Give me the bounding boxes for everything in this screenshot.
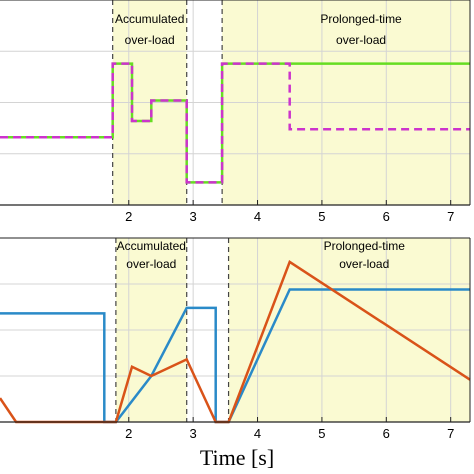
top-region-label-0-0: Accumulated <box>115 12 184 26</box>
top-series-1 <box>0 62 470 184</box>
top-tick-label-7: 7 <box>447 209 454 224</box>
top-tick-label-6: 6 <box>383 209 390 224</box>
bottom-tick-label-4: 4 <box>254 426 261 441</box>
top-tick-label-5: 5 <box>318 209 325 224</box>
top-tick-label-2: 2 <box>125 209 132 224</box>
top-tick-label-4: 4 <box>254 209 261 224</box>
top-region-label-0-1: over-load <box>125 33 175 47</box>
bottom-tick-label-5: 5 <box>318 426 325 441</box>
bottom-region-label-0-1: over-load <box>126 257 176 271</box>
bottom-subplot: 2 3 4 5 6 7 Accumulated over-load Prolonged-time… <box>0 237 471 441</box>
top-tick-label-3: 3 <box>190 209 197 224</box>
bottom-series-0 <box>0 288 470 424</box>
bottom-tick-label-6: 6 <box>383 426 390 441</box>
bottom-region-label-1-1: over-load <box>339 257 389 271</box>
top-region-label-1-0: Prolonged-time <box>320 12 402 26</box>
bottom-region-label-0-0: Accumulated <box>117 239 186 253</box>
x-axis-label: Time [s] <box>200 445 274 470</box>
top-subplot: 2 3 4 5 6 7 Accumulated over-load Prolonged-time… <box>0 0 471 224</box>
top-region-label-1-1: over-load <box>336 33 386 47</box>
bottom-tick-label-3: 3 <box>190 426 197 441</box>
bottom-region-label-1-0: Prolonged-time <box>324 239 406 253</box>
bottom-tick-label-7: 7 <box>447 426 454 441</box>
bottom-tick-label-2: 2 <box>125 426 132 441</box>
